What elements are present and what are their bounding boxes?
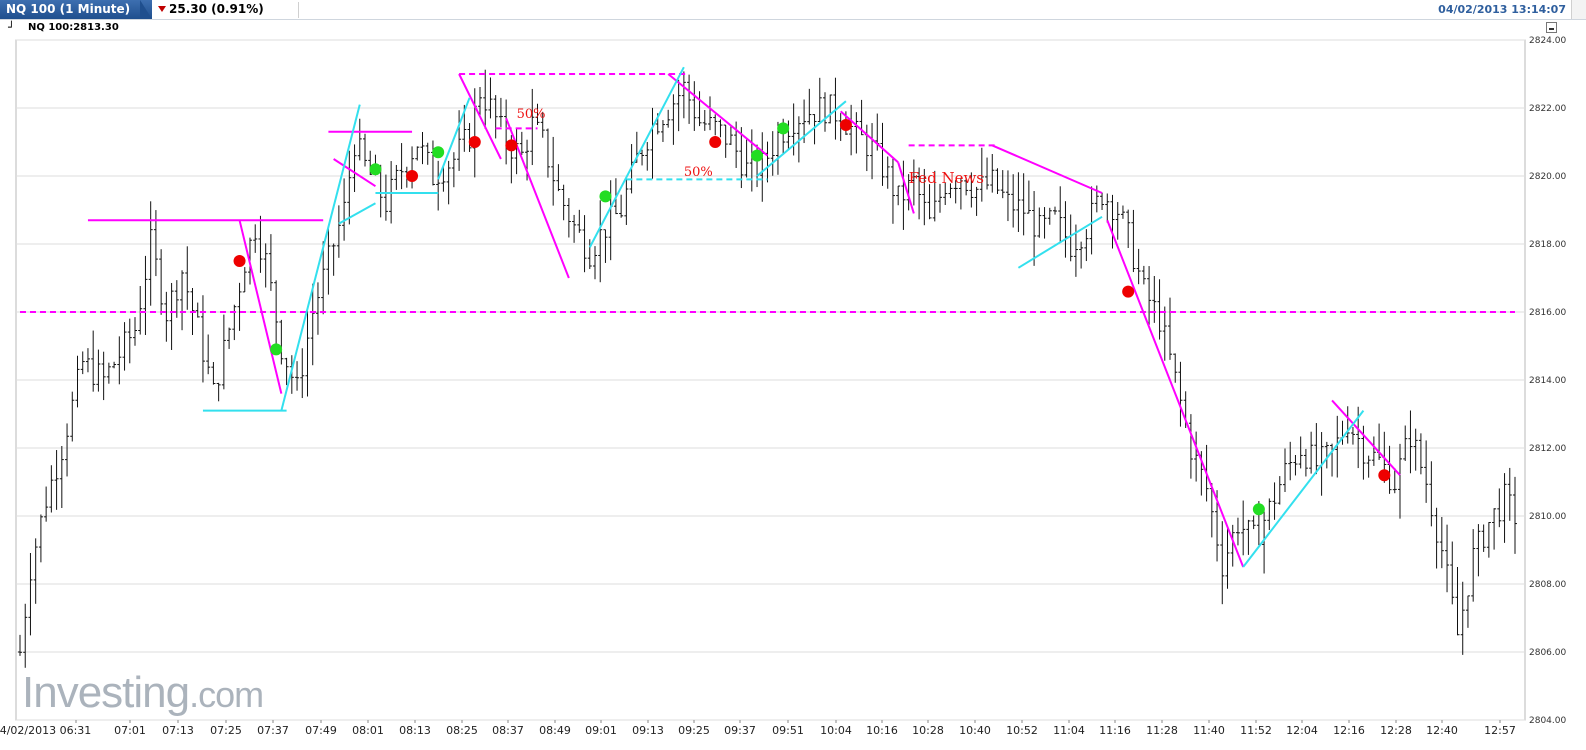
x-tick-label: 12:40 bbox=[1426, 724, 1458, 737]
sell-marker bbox=[505, 139, 518, 152]
x-tick-label: 07:37 bbox=[257, 724, 289, 737]
x-tick-label: 12:28 bbox=[1380, 724, 1412, 737]
crosshair-icon: ┘ bbox=[8, 21, 15, 34]
trendline bbox=[1331, 399, 1401, 476]
sell-marker bbox=[233, 255, 246, 267]
x-tick-label: 07:01 bbox=[114, 724, 146, 737]
symbol-tab[interactable]: NQ 100 (1 Minute) bbox=[0, 0, 152, 19]
y-tick-label: 2824.00 bbox=[1529, 36, 1566, 46]
buy-marker bbox=[369, 163, 382, 176]
x-tick-label: 09:01 bbox=[585, 724, 617, 737]
trendline bbox=[238, 219, 283, 394]
chart-annotation: 50% bbox=[517, 107, 546, 122]
minimize-button[interactable] bbox=[1546, 22, 1557, 33]
x-tick-label: 08:01 bbox=[352, 724, 384, 737]
trendline bbox=[280, 104, 361, 411]
trendline bbox=[897, 162, 915, 214]
logo-word: Investing bbox=[22, 668, 190, 717]
x-tick-label: 10:40 bbox=[959, 724, 991, 737]
x-tick-label: 11:52 bbox=[1240, 724, 1272, 737]
x-tick-label: 08:25 bbox=[446, 724, 478, 737]
header-scroll-control[interactable] bbox=[1571, 0, 1586, 19]
logo-suffix: .com bbox=[189, 674, 264, 715]
trendline bbox=[437, 97, 471, 180]
y-tick-label: 2818.00 bbox=[1529, 240, 1566, 250]
x-tick-label: 07:25 bbox=[210, 724, 242, 737]
x-tick-label: 07:49 bbox=[305, 724, 337, 737]
chart-annotation: Fed News bbox=[909, 169, 984, 187]
x-tick-label: 08:37 bbox=[492, 724, 524, 737]
price-change: 25.30 (0.91%) bbox=[169, 2, 264, 16]
y-tick-label: 2816.00 bbox=[1529, 308, 1566, 318]
x-tick-label: 09:13 bbox=[632, 724, 664, 737]
sell-marker bbox=[839, 119, 852, 131]
y-tick-label: 2808.00 bbox=[1529, 580, 1566, 590]
sell-marker bbox=[1378, 469, 1391, 482]
chart-annotation: 50% bbox=[684, 165, 713, 180]
x-tick-label: 10:52 bbox=[1006, 724, 1038, 737]
x-tick-label: 11:16 bbox=[1099, 724, 1131, 737]
timestamp: 04/02/2013 13:14:07 bbox=[1438, 3, 1566, 16]
header-divider bbox=[298, 2, 299, 18]
sell-marker bbox=[1122, 285, 1135, 298]
trendline bbox=[1017, 215, 1103, 269]
sell-marker bbox=[468, 136, 481, 148]
x-tick-label: 11:04 bbox=[1053, 724, 1085, 737]
trendline bbox=[338, 202, 376, 225]
x-tick-label: 10:04 bbox=[820, 724, 852, 737]
buy-marker bbox=[599, 190, 612, 203]
sell-marker bbox=[406, 170, 419, 182]
x-tick-label: 08:13 bbox=[399, 724, 431, 737]
y-tick-label: 2820.00 bbox=[1529, 172, 1566, 182]
y-tick-label: 2806.00 bbox=[1529, 648, 1566, 658]
trendline bbox=[840, 110, 899, 164]
trendline bbox=[333, 158, 376, 188]
trendline bbox=[1242, 409, 1365, 568]
x-tick-label: 09:25 bbox=[678, 724, 710, 737]
y-tick-label: 2822.00 bbox=[1529, 104, 1566, 114]
buy-marker bbox=[1252, 503, 1265, 516]
y-tick-label: 2812.00 bbox=[1529, 444, 1566, 454]
x-tick-label: 12:57 bbox=[1484, 724, 1516, 737]
x-tick-label: 12:16 bbox=[1333, 724, 1365, 737]
trendline bbox=[1106, 219, 1245, 568]
trendline bbox=[458, 73, 502, 160]
trendline bbox=[991, 144, 1103, 194]
trendline bbox=[667, 73, 769, 157]
y-tick-label: 2810.00 bbox=[1529, 512, 1566, 522]
down-arrow-icon bbox=[158, 6, 166, 12]
x-tick-label: 09:37 bbox=[724, 724, 756, 737]
buy-marker bbox=[432, 146, 445, 159]
y-tick-label: 2804.00 bbox=[1529, 716, 1566, 726]
buy-marker bbox=[777, 122, 790, 135]
x-tick-label: 10:28 bbox=[912, 724, 944, 737]
symbol-tab-label: NQ 100 (1 Minute) bbox=[6, 2, 131, 16]
x-tick-label: 08:49 bbox=[539, 724, 571, 737]
y-tick-label: 2814.00 bbox=[1529, 376, 1566, 386]
x-tick-label: 07:13 bbox=[162, 724, 194, 737]
sell-marker bbox=[709, 136, 722, 148]
investing-logo: Investing.com bbox=[22, 668, 264, 718]
trendline bbox=[756, 100, 847, 177]
tab-arrow-icon bbox=[140, 0, 152, 19]
x-tick-label: 11:40 bbox=[1193, 724, 1225, 737]
buy-marker bbox=[270, 343, 283, 356]
x-tick-label: 09:51 bbox=[772, 724, 804, 737]
quote-label: NQ 100:2813.30 bbox=[28, 22, 119, 33]
x-tick-label: 04/02/2013 06:31 bbox=[0, 724, 91, 737]
buy-marker bbox=[751, 149, 764, 162]
x-tick-label: 11:28 bbox=[1146, 724, 1178, 737]
x-tick-label: 12:04 bbox=[1286, 724, 1318, 737]
x-tick-label: 10:16 bbox=[866, 724, 898, 737]
trendline bbox=[588, 66, 685, 248]
top-bar: NQ 100 (1 Minute) 25.30 (0.91%) 04/02/20… bbox=[0, 0, 1586, 20]
